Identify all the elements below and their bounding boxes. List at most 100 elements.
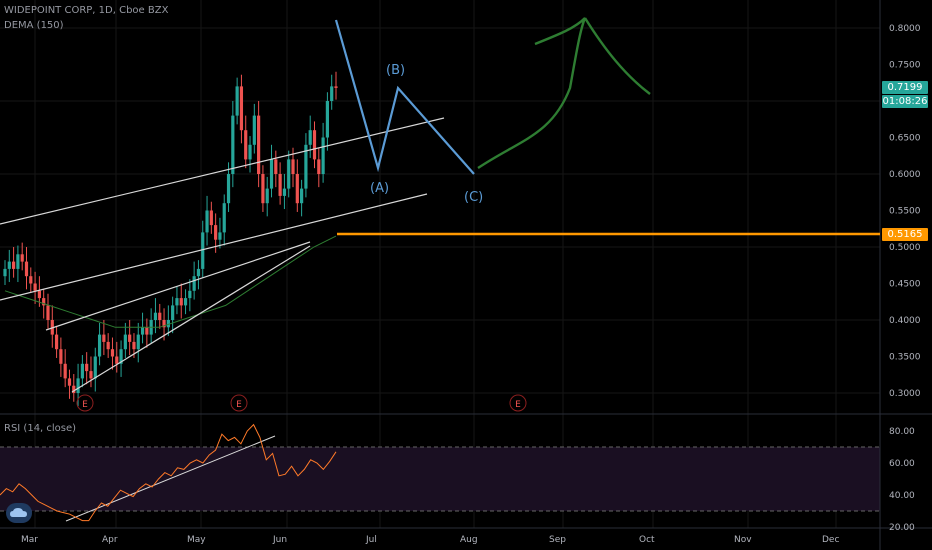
- last-price-badge: 0.7199: [882, 81, 928, 94]
- rsi-tick-label: 40.00: [889, 491, 915, 501]
- candle-body: [80, 363, 84, 379]
- candle-body: [115, 356, 119, 364]
- candle-body: [67, 378, 72, 386]
- candle-body: [76, 378, 80, 393]
- candle-body: [282, 188, 287, 196]
- candle-body: [110, 349, 115, 357]
- dema-line: [4, 235, 337, 328]
- countdown-badge: 01:08:26: [882, 95, 928, 108]
- candle-body: [330, 86, 334, 101]
- candle-body: [218, 232, 222, 240]
- wedge-lower-line: [71, 245, 311, 393]
- time-tick-label: Jun: [272, 535, 287, 545]
- rsi-trend-line: [65, 435, 276, 522]
- candle-body: [162, 320, 166, 328]
- candle-body: [175, 298, 179, 306]
- candle-body: [158, 312, 162, 320]
- candle-body: [16, 254, 20, 269]
- price-tick-label: 0.3500: [889, 353, 921, 363]
- candle-body: [37, 290, 41, 299]
- time-tick-label: Nov: [734, 535, 752, 545]
- candle-body: [214, 225, 218, 240]
- wave-label-a: (A): [370, 181, 389, 196]
- candle-body: [123, 334, 127, 350]
- candle-body: [317, 159, 321, 174]
- candle-body: [102, 334, 106, 342]
- candle-body: [300, 188, 304, 204]
- time-tick-label: Aug: [460, 535, 478, 545]
- candle-body: [145, 327, 149, 335]
- time-tick-label: Oct: [639, 535, 655, 545]
- candle-body: [59, 349, 63, 364]
- earnings-markers: E E E: [76, 394, 527, 412]
- wave-label-c: (C): [464, 190, 483, 205]
- candle-body: [226, 174, 231, 204]
- rsi-line: [0, 423, 337, 522]
- candle-body: [85, 363, 89, 372]
- earnings-marker-1: E: [82, 400, 88, 410]
- time-axis-labels: Mar Apr May Jun Jul Aug Sep Oct Nov Dec: [21, 535, 839, 545]
- price-tick-label: 0.6500: [889, 134, 921, 144]
- candle-body: [166, 320, 170, 328]
- dema-legend: DEMA (150): [4, 20, 64, 31]
- candle-body: [3, 268, 7, 277]
- candle-body: [209, 210, 213, 226]
- price-tick-label: 0.4500: [889, 280, 921, 290]
- price-tick-label: 0.5500: [889, 207, 921, 217]
- price-gridlines: [0, 0, 880, 528]
- candle-body: [321, 137, 325, 174]
- candle-body: [308, 130, 312, 145]
- candle-body: [205, 210, 209, 233]
- candle-body: [63, 363, 67, 379]
- candle-body: [93, 356, 97, 379]
- candle-body: [252, 115, 256, 145]
- candle-body: [334, 86, 338, 88]
- candle-body: [20, 254, 24, 262]
- candle-body: [269, 159, 274, 189]
- candle-body: [136, 334, 140, 350]
- symbol-legend: WIDEPOINT CORP, 1D, Cboe BZX: [4, 5, 169, 16]
- candle-body: [312, 130, 317, 160]
- support-price-badge: 0.5165: [882, 228, 928, 241]
- candle-body: [248, 144, 252, 160]
- candle-body: [7, 261, 11, 269]
- candle-body: [291, 159, 295, 174]
- candle-body: [97, 334, 102, 357]
- rsi-tick-label: 60.00: [889, 459, 915, 469]
- candle-body: [46, 305, 50, 320]
- candle-body: [24, 261, 29, 277]
- time-tick-label: Sep: [549, 535, 566, 545]
- rsi-tick-label: 80.00: [889, 427, 915, 437]
- candle-body: [179, 298, 183, 306]
- candle-body: [132, 341, 136, 350]
- candle-body: [239, 86, 244, 131]
- candle-body: [183, 298, 188, 306]
- earnings-marker-2: E: [236, 400, 242, 410]
- candle-body: [140, 327, 145, 335]
- rsi-axis-labels: 80.00 60.00 40.00 20.00: [889, 427, 915, 533]
- candle-body: [265, 188, 269, 204]
- trend-lines: [0, 117, 445, 393]
- cloud-logo-icon[interactable]: [6, 503, 32, 523]
- price-tick-label: 0.5000: [889, 243, 921, 253]
- price-tick-label: 0.3000: [889, 389, 921, 399]
- time-tick-label: Mar: [21, 535, 38, 545]
- candle-body: [33, 283, 37, 291]
- candle-body: [235, 86, 239, 116]
- rsi-band: [0, 447, 880, 511]
- candle-body: [42, 298, 46, 306]
- candle-body: [11, 261, 16, 269]
- candle-body: [257, 115, 261, 174]
- candle-body: [295, 174, 299, 204]
- price-tick-label: 0.4000: [889, 316, 921, 326]
- candle-body: [201, 232, 205, 269]
- candle-body: [261, 174, 265, 204]
- candle-body: [196, 268, 201, 277]
- rsi-tick-label: 20.00: [889, 523, 915, 533]
- candle-body: [278, 174, 282, 196]
- candle-body: [304, 144, 308, 189]
- forecast-curve: [477, 17, 651, 169]
- channel-upper-line: [0, 117, 445, 225]
- price-tick-label: 0.8000: [889, 24, 921, 34]
